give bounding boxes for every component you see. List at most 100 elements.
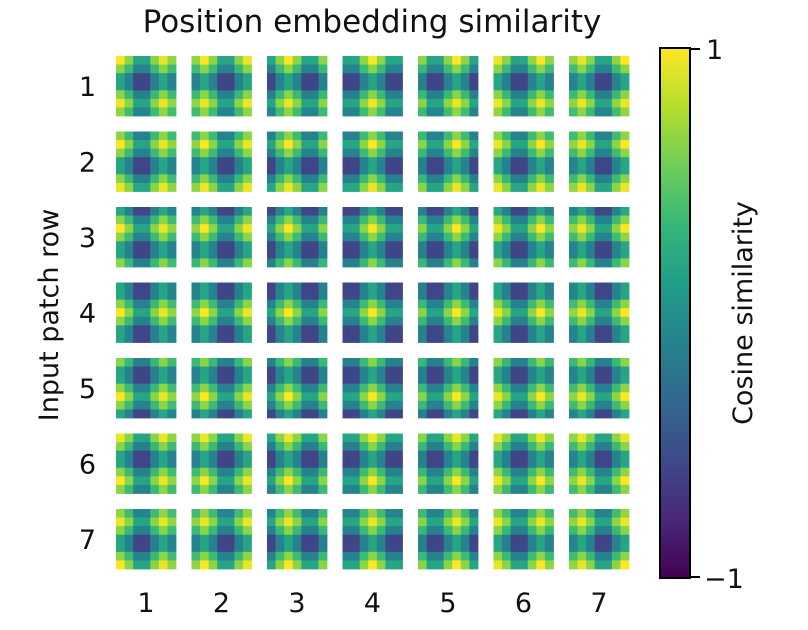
heatmap-cell <box>469 282 479 292</box>
heatmap-cell <box>124 73 134 83</box>
heatmap-cell <box>368 174 378 184</box>
heatmap-cell <box>116 215 125 225</box>
heatmap-cell <box>460 383 470 393</box>
heatmap-cell <box>351 450 361 460</box>
heatmap-cell <box>519 325 529 335</box>
heatmap-cell <box>342 249 352 259</box>
heatmap-cell <box>502 249 512 259</box>
heatmap-cell <box>116 207 125 216</box>
heatmap-cell <box>519 450 529 460</box>
heatmap-cell <box>351 90 361 100</box>
heatmap-cell <box>460 442 470 452</box>
heatmap-cell <box>376 366 386 376</box>
heatmap-cell <box>167 375 177 385</box>
heatmap-cell <box>426 73 436 83</box>
heatmap-cell <box>368 433 378 443</box>
heatmap-cell <box>510 358 520 367</box>
heatmap-cell <box>586 551 596 561</box>
heatmap-cell <box>200 400 210 410</box>
heatmap-cell <box>242 215 252 225</box>
heatmap-cell <box>342 174 352 184</box>
heatmap-cell <box>385 442 395 452</box>
heatmap-cell <box>351 484 361 494</box>
heatmap-cell <box>510 107 520 117</box>
heatmap-cell <box>133 232 143 242</box>
heatmap-cell <box>284 174 294 184</box>
heatmap-cell <box>124 383 134 393</box>
heatmap-cell <box>452 224 462 234</box>
heatmap-cell <box>342 157 352 167</box>
heatmap-cell <box>225 174 235 184</box>
heatmap-cell <box>150 450 160 460</box>
heatmap-cell <box>493 148 503 158</box>
heatmap-cell <box>527 157 537 167</box>
heatmap-cell <box>191 358 201 367</box>
heatmap-cell <box>519 400 529 410</box>
heatmap-cell <box>418 299 427 309</box>
heatmap-cell <box>620 249 630 259</box>
heatmap-cell <box>225 81 235 91</box>
heatmap-cell <box>385 174 395 184</box>
heatmap-cell <box>208 392 218 402</box>
heatmap-cell <box>225 409 235 419</box>
heatmap-cell <box>292 534 302 544</box>
heatmap-cell <box>435 249 445 259</box>
heatmap-cell <box>309 308 319 318</box>
heatmap-cell <box>150 107 160 117</box>
heatmap-cell <box>577 224 587 234</box>
heatmap-cell <box>603 90 613 100</box>
heatmap-cell <box>536 316 546 326</box>
heatmap-cell <box>469 107 479 117</box>
heatmap-cell <box>124 232 134 242</box>
heatmap-cell <box>368 107 378 117</box>
heatmap-cell <box>351 215 361 225</box>
heatmap-cell <box>527 543 537 553</box>
heatmap-cell <box>493 560 503 570</box>
heatmap-cell <box>275 291 285 301</box>
heatmap-cell <box>359 291 369 301</box>
heatmap-cell <box>124 207 134 216</box>
heatmap-cell <box>200 157 210 167</box>
heatmap-cell <box>493 64 503 74</box>
heatmap-cell <box>493 182 503 192</box>
heatmap-cell <box>234 258 244 268</box>
heatmap-cell <box>359 383 369 393</box>
heatmap-cell <box>586 299 596 309</box>
heatmap-cell <box>191 400 201 410</box>
heatmap-cell <box>418 73 427 83</box>
heatmap-cell <box>167 366 177 376</box>
heatmap-cell <box>443 165 453 175</box>
heatmap-cell <box>116 291 125 301</box>
heatmap-cell <box>342 543 352 553</box>
heatmap-cell <box>309 258 319 268</box>
heatmap-cell <box>443 81 453 91</box>
heatmap-cell <box>167 73 177 83</box>
heatmap-cell <box>527 107 537 117</box>
heatmap-cell <box>284 291 294 301</box>
heatmap-cell <box>393 299 403 309</box>
heatmap-cell <box>368 459 378 469</box>
heatmap-cell <box>234 81 244 91</box>
heatmap-cell <box>527 459 537 469</box>
heatmap-cell <box>167 526 177 536</box>
heatmap-cell <box>242 484 252 494</box>
heatmap-cell <box>603 232 613 242</box>
heatmap-cell <box>124 526 134 536</box>
heatmap-cell <box>544 299 554 309</box>
heatmap-cell <box>469 409 479 419</box>
heatmap-cell <box>569 207 578 216</box>
heatmap-cell <box>292 56 302 65</box>
heatmap-cell <box>234 215 244 225</box>
heatmap-cell <box>200 107 210 117</box>
heatmap-cell <box>234 131 244 141</box>
heatmap-cell <box>594 333 604 343</box>
heatmap-cell <box>460 107 470 117</box>
heatmap-cell <box>493 484 503 494</box>
heatmap-cell <box>443 383 453 393</box>
heatmap-cell <box>359 73 369 83</box>
heatmap-cell <box>493 291 503 301</box>
heatmap-cell <box>234 98 244 108</box>
heatmap-cell <box>385 450 395 460</box>
heatmap-cell <box>536 459 546 469</box>
